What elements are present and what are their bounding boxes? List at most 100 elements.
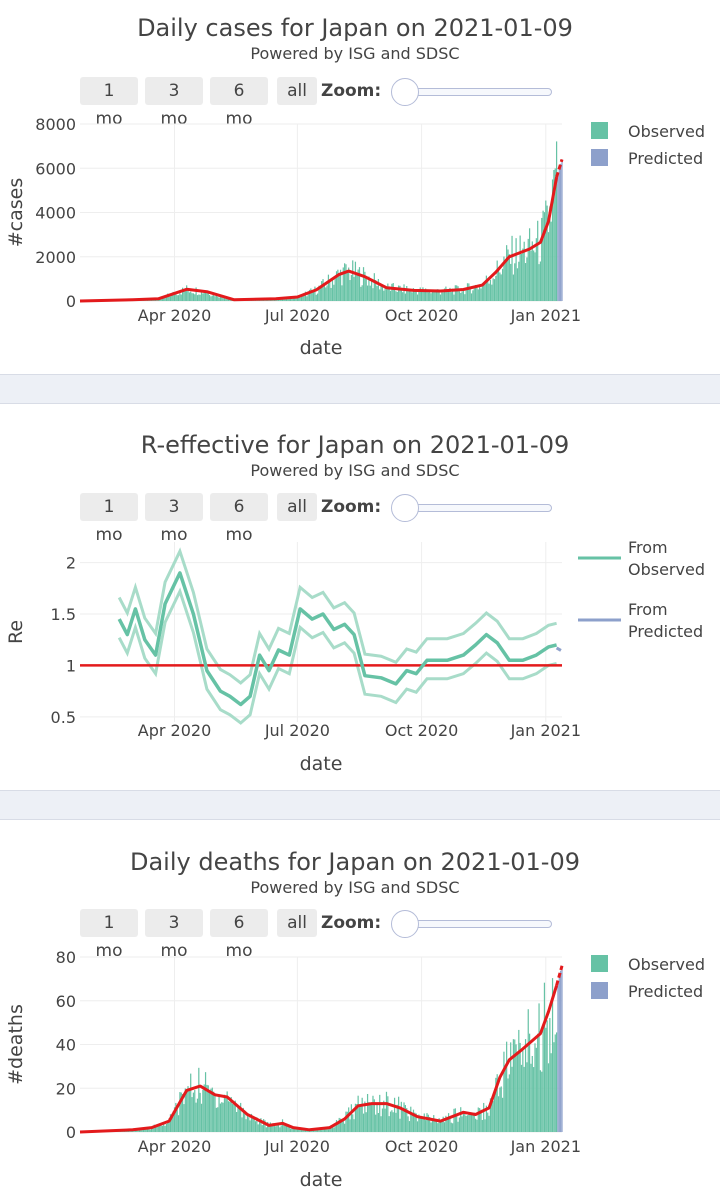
observed-bar <box>225 298 227 301</box>
zoom-slider-handle[interactable] <box>391 494 419 522</box>
observed-bar <box>341 285 343 301</box>
observed-bar <box>449 287 451 301</box>
observed-bar <box>204 1072 207 1132</box>
range-6mo-button[interactable]: 6 mo <box>210 909 268 961</box>
observed-bar <box>163 1121 165 1132</box>
observed-bar <box>267 1121 269 1132</box>
observed-bar <box>439 1122 442 1132</box>
range-3mo-button[interactable]: 3 mo <box>145 77 203 129</box>
predicted-bar <box>560 163 562 301</box>
range-all-button[interactable]: all <box>277 909 317 937</box>
observed-bar <box>167 1122 169 1132</box>
observed-bar <box>380 1116 382 1132</box>
observed-bar <box>337 269 339 301</box>
legend-label-predicted: From Predicted <box>628 600 703 641</box>
observed-bar <box>303 292 305 301</box>
range-3mo-button[interactable]: 3 mo <box>145 493 203 545</box>
observed-bar <box>410 290 412 301</box>
observed-bar <box>177 1115 180 1132</box>
observed-bar <box>433 1115 435 1132</box>
observed-bar <box>354 261 357 301</box>
x-tick-label: Jan 2021 <box>510 1137 581 1156</box>
range-1mo-button[interactable]: 1 mo <box>80 909 138 961</box>
observed-bar <box>373 1099 375 1132</box>
observed-bar <box>333 284 335 301</box>
observed-bar <box>365 278 367 301</box>
observed-bar <box>260 1118 262 1132</box>
range-1mo-button[interactable]: 1 mo <box>80 493 138 545</box>
y-tick-label: 1 <box>66 656 76 675</box>
observed-bar <box>391 1110 393 1132</box>
observed-bar <box>199 1092 201 1132</box>
observed-bar <box>322 279 324 301</box>
observed-bar <box>389 290 392 301</box>
range-3mo-button[interactable]: 3 mo <box>145 909 203 961</box>
zoom-slider-handle[interactable] <box>391 910 419 938</box>
observed-bar <box>519 1042 521 1132</box>
observed-bar <box>543 982 546 1132</box>
range-all-button[interactable]: all <box>277 493 317 521</box>
zoom-slider-handle[interactable] <box>391 78 419 106</box>
range-1mo-button[interactable]: 1 mo <box>80 77 138 129</box>
observed-bar <box>524 263 527 301</box>
observed-bar <box>492 278 494 301</box>
observed-bar <box>477 289 479 301</box>
y-tick-label: 0.5 <box>51 708 76 727</box>
range-6mo-button[interactable]: 6 mo <box>210 493 268 545</box>
y-tick-label: 1.5 <box>51 605 76 624</box>
observed-bar <box>500 274 502 301</box>
observed-bar <box>344 263 346 301</box>
observed-bar <box>516 1052 519 1132</box>
y-axis-title: #cases <box>5 178 27 248</box>
observed-bar <box>175 292 177 301</box>
range-all-button[interactable]: all <box>277 77 317 105</box>
y-tick-label: 8000 <box>35 115 76 134</box>
observed-bar <box>427 292 429 301</box>
observed-bar <box>538 264 540 301</box>
observed-bar <box>169 1114 172 1132</box>
observed-bar <box>425 1120 427 1132</box>
observed-bar <box>468 1114 470 1132</box>
observed-bar <box>214 1096 216 1132</box>
observed-bar <box>408 1121 411 1132</box>
observed-bar <box>272 1123 274 1132</box>
observed-bar <box>219 294 222 301</box>
observed-bar <box>209 295 211 301</box>
predicted-trend-line <box>555 965 564 986</box>
observed-bar <box>507 249 509 301</box>
observed-bar <box>472 1113 474 1132</box>
observed-bar <box>218 1094 220 1132</box>
legend-swatch-predicted <box>591 982 608 999</box>
observed-bar <box>543 212 546 301</box>
observed-bar <box>326 285 328 301</box>
observed-bar <box>191 1097 193 1132</box>
observed-bar <box>418 290 420 301</box>
observed-bar <box>524 1039 527 1132</box>
observed-bar <box>462 288 465 301</box>
observed-bar <box>389 1111 392 1132</box>
observed-bar <box>356 274 358 301</box>
observed-bar <box>194 1090 196 1132</box>
panel-divider <box>0 790 720 820</box>
observed-bar <box>499 272 501 301</box>
observed-bar <box>180 294 182 301</box>
observed-bar <box>542 1023 544 1132</box>
reff-panel: R-effective for Japan on 2021-01-09 Powe… <box>0 404 720 788</box>
observed-bar <box>398 285 400 301</box>
observed-bar <box>362 1113 365 1132</box>
observed-bar <box>160 1123 162 1132</box>
observed-bar <box>265 1127 267 1132</box>
observed-bar <box>506 245 508 301</box>
observed-bar <box>495 1077 497 1132</box>
observed-bar <box>219 1103 222 1132</box>
observed-bar <box>438 291 440 301</box>
observed-bar <box>375 280 377 301</box>
observed-bar <box>164 295 166 301</box>
observed-bar <box>323 284 325 301</box>
observed-bar <box>306 296 308 301</box>
observed-bar <box>352 260 354 301</box>
observed-bar <box>381 1108 384 1132</box>
observed-bar <box>535 238 537 301</box>
legend-label-observed: From Observed <box>628 538 705 579</box>
range-6mo-button[interactable]: 6 mo <box>210 77 268 129</box>
